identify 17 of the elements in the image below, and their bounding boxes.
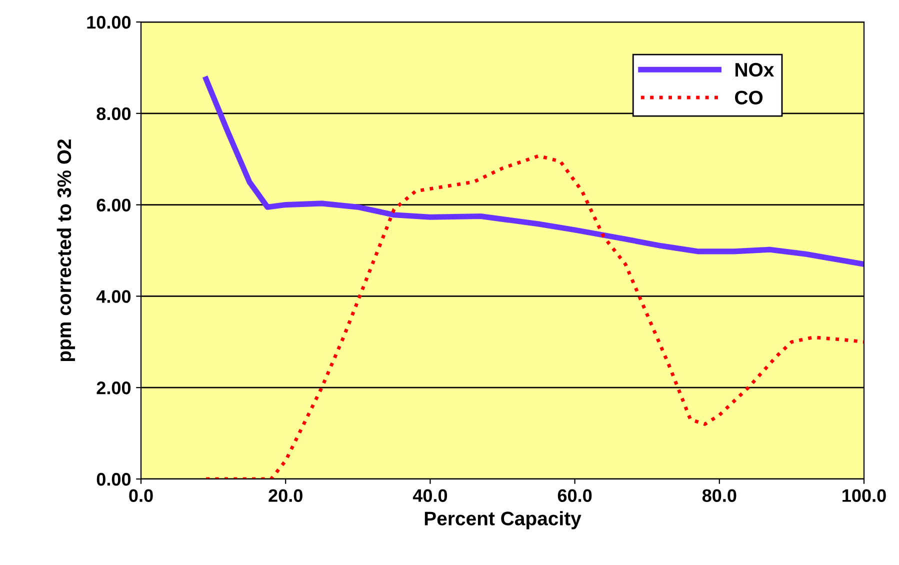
y-tick-label: 2.00 xyxy=(96,382,131,394)
x-tick-label: 0.0 xyxy=(129,489,153,502)
legend-label: NOx xyxy=(736,62,774,77)
x-tick-label: 40.0 xyxy=(412,489,448,502)
y-tick-label: 4.00 xyxy=(96,290,131,303)
y-axis-title: ppm corrected to 3% O2 xyxy=(56,139,75,362)
y-tick-label: 8.00 xyxy=(96,107,131,120)
x-tick-label: 60.0 xyxy=(558,489,592,502)
x-axis-title: Percent Capacity xyxy=(424,511,582,530)
x-tick-label: 80.0 xyxy=(702,489,736,502)
x-tick-label: 20.0 xyxy=(268,489,302,502)
y-tick-label: 10.00 xyxy=(87,16,131,29)
x-tick-label: 100.0 xyxy=(842,489,886,502)
legend-label: CO xyxy=(735,90,763,104)
y-tick-label: 0.00 xyxy=(96,472,131,486)
y-tick-label: 6.00 xyxy=(96,198,131,212)
line-series xyxy=(204,154,864,479)
